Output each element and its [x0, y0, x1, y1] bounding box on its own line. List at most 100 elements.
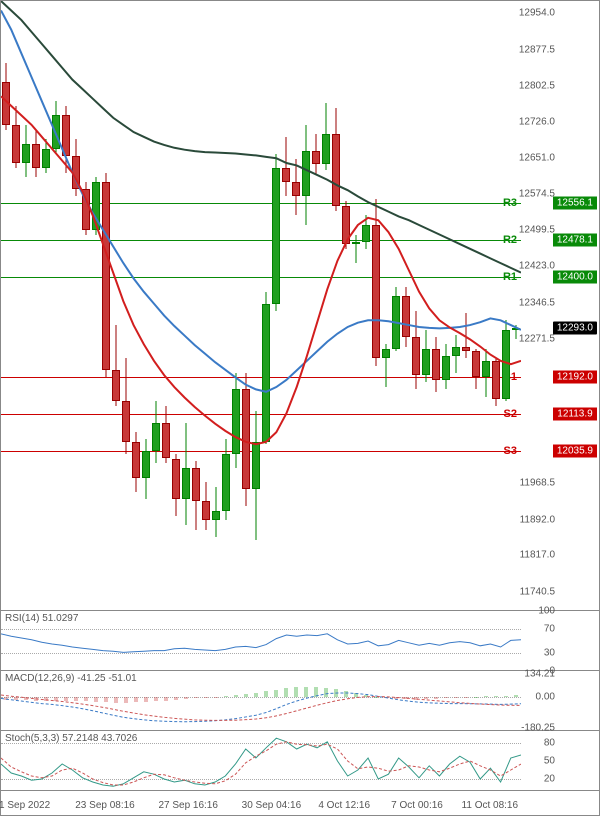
yaxis-tick: 11892.0 [509, 514, 555, 525]
rsi-yaxis: 03070100 [519, 611, 599, 670]
sr-value-r2: 12478.1 [553, 234, 597, 247]
candle [342, 1, 350, 610]
candle [222, 1, 230, 610]
rsi-plot-area [1, 611, 521, 670]
sr-value-r1: 12400.0 [553, 271, 597, 284]
candle [152, 1, 160, 610]
candle [302, 1, 310, 610]
candle [322, 1, 330, 610]
candle [402, 1, 410, 610]
yaxis-tick: 12802.5 [509, 80, 555, 91]
candle [12, 1, 20, 610]
yaxis-tick: 11740.5 [509, 586, 555, 597]
candle [182, 1, 190, 610]
yaxis-tick: 12726.0 [509, 117, 555, 128]
chart-container: R3R2R1S1S2S3 11740.511817.011892.011968.… [0, 0, 600, 816]
candle [202, 1, 210, 610]
candle [232, 1, 240, 610]
rsi-panel[interactable]: RSI(14) 51.0297 03070100 [1, 611, 599, 671]
candle [262, 1, 270, 610]
stoch-ytick: 50 [509, 756, 555, 767]
candle [52, 1, 60, 610]
stoch-label: Stoch(5,3,3) 57.2148 43.7026 [5, 733, 137, 744]
candle [432, 1, 440, 610]
yaxis-tick: 12574.5 [509, 189, 555, 200]
candle [352, 1, 360, 610]
candle [102, 1, 110, 610]
candle [362, 1, 370, 610]
yaxis-tick: 12651.0 [509, 152, 555, 163]
candle [392, 1, 400, 610]
candle [132, 1, 140, 610]
candle [332, 1, 340, 610]
stoch-ytick: 80 [509, 738, 555, 749]
sr-value-s1: 12192.0 [553, 370, 597, 383]
candle [292, 1, 300, 610]
candle [452, 1, 460, 610]
candle [462, 1, 470, 610]
candle [282, 1, 290, 610]
sr-value-r3: 12556.1 [553, 197, 597, 210]
yaxis-tick: 11968.5 [509, 478, 555, 489]
candle [382, 1, 390, 610]
yaxis-tick: 12954.0 [509, 8, 555, 19]
yaxis-tick: 12877.5 [509, 44, 555, 55]
yaxis-tick: 12271.5 [509, 333, 555, 344]
stoch-panel[interactable]: Stoch(5,3,3) 57.2148 43.7026 205080 [1, 731, 599, 791]
candle [122, 1, 130, 610]
candle [472, 1, 480, 610]
macd-label: MACD(12,26,9) -41.25 -51.01 [5, 673, 137, 684]
rsi-ytick: 100 [509, 606, 555, 617]
main-plot-area[interactable]: R3R2R1S1S2S3 [1, 1, 521, 610]
candle [272, 1, 280, 610]
sr-value-s3: 12035.9 [553, 444, 597, 457]
candle [372, 1, 380, 610]
candle [42, 1, 50, 610]
current-price-tag: 12293.0 [553, 322, 597, 335]
candle [312, 1, 320, 610]
candle [252, 1, 260, 610]
xaxis-tick: 11 Oct 08:16 [462, 800, 519, 811]
candle [142, 1, 150, 610]
candle [32, 1, 40, 610]
candle [482, 1, 490, 610]
yaxis-tick: 12423.0 [509, 261, 555, 272]
candle [412, 1, 420, 610]
rsi-ytick: 30 [509, 648, 555, 659]
macd-ytick: 0.00 [509, 691, 555, 702]
sr-value-s2: 12113.9 [553, 407, 597, 420]
stoch-yaxis: 205080 [519, 731, 599, 790]
candle [422, 1, 430, 610]
xaxis-tick: 30 Sep 04:16 [242, 800, 302, 811]
candle [242, 1, 250, 610]
yaxis-tick: 12346.5 [509, 297, 555, 308]
xaxis-tick: 7 Oct 00:16 [391, 800, 443, 811]
candle [442, 1, 450, 610]
candle [72, 1, 80, 610]
xaxis-tick: 21 Sep 2022 [0, 800, 50, 811]
main-yaxis: 11740.511817.011892.011968.512271.512346… [519, 1, 599, 610]
candle [82, 1, 90, 610]
macd-yaxis: -180.250.00134.21 [519, 671, 599, 730]
candle [192, 1, 200, 610]
macd-ytick: 134.21 [509, 668, 555, 679]
xaxis-tick: 27 Sep 16:16 [158, 800, 218, 811]
candle [92, 1, 100, 610]
candle [62, 1, 70, 610]
candle [212, 1, 220, 610]
time-axis: 21 Sep 2022 23 Sep 08:16 27 Sep 16:16 30 Se… [1, 791, 599, 815]
yaxis-tick: 11817.0 [509, 550, 555, 561]
candle [112, 1, 120, 610]
rsi-label: RSI(14) 51.0297 [5, 613, 78, 624]
candle [2, 1, 10, 610]
candle [22, 1, 30, 610]
candle [172, 1, 180, 610]
xaxis-tick: 23 Sep 08:16 [75, 800, 135, 811]
candle [492, 1, 500, 610]
macd-panel[interactable]: MACD(12,26,9) -41.25 -51.01 -180.250.001… [1, 671, 599, 731]
main-candlestick-panel[interactable]: R3R2R1S1S2S3 11740.511817.011892.011968.… [1, 1, 599, 611]
yaxis-tick: 12499.5 [509, 224, 555, 235]
candle [162, 1, 170, 610]
xaxis-tick: 4 Oct 12:16 [318, 800, 370, 811]
stoch-ytick: 20 [509, 774, 555, 785]
